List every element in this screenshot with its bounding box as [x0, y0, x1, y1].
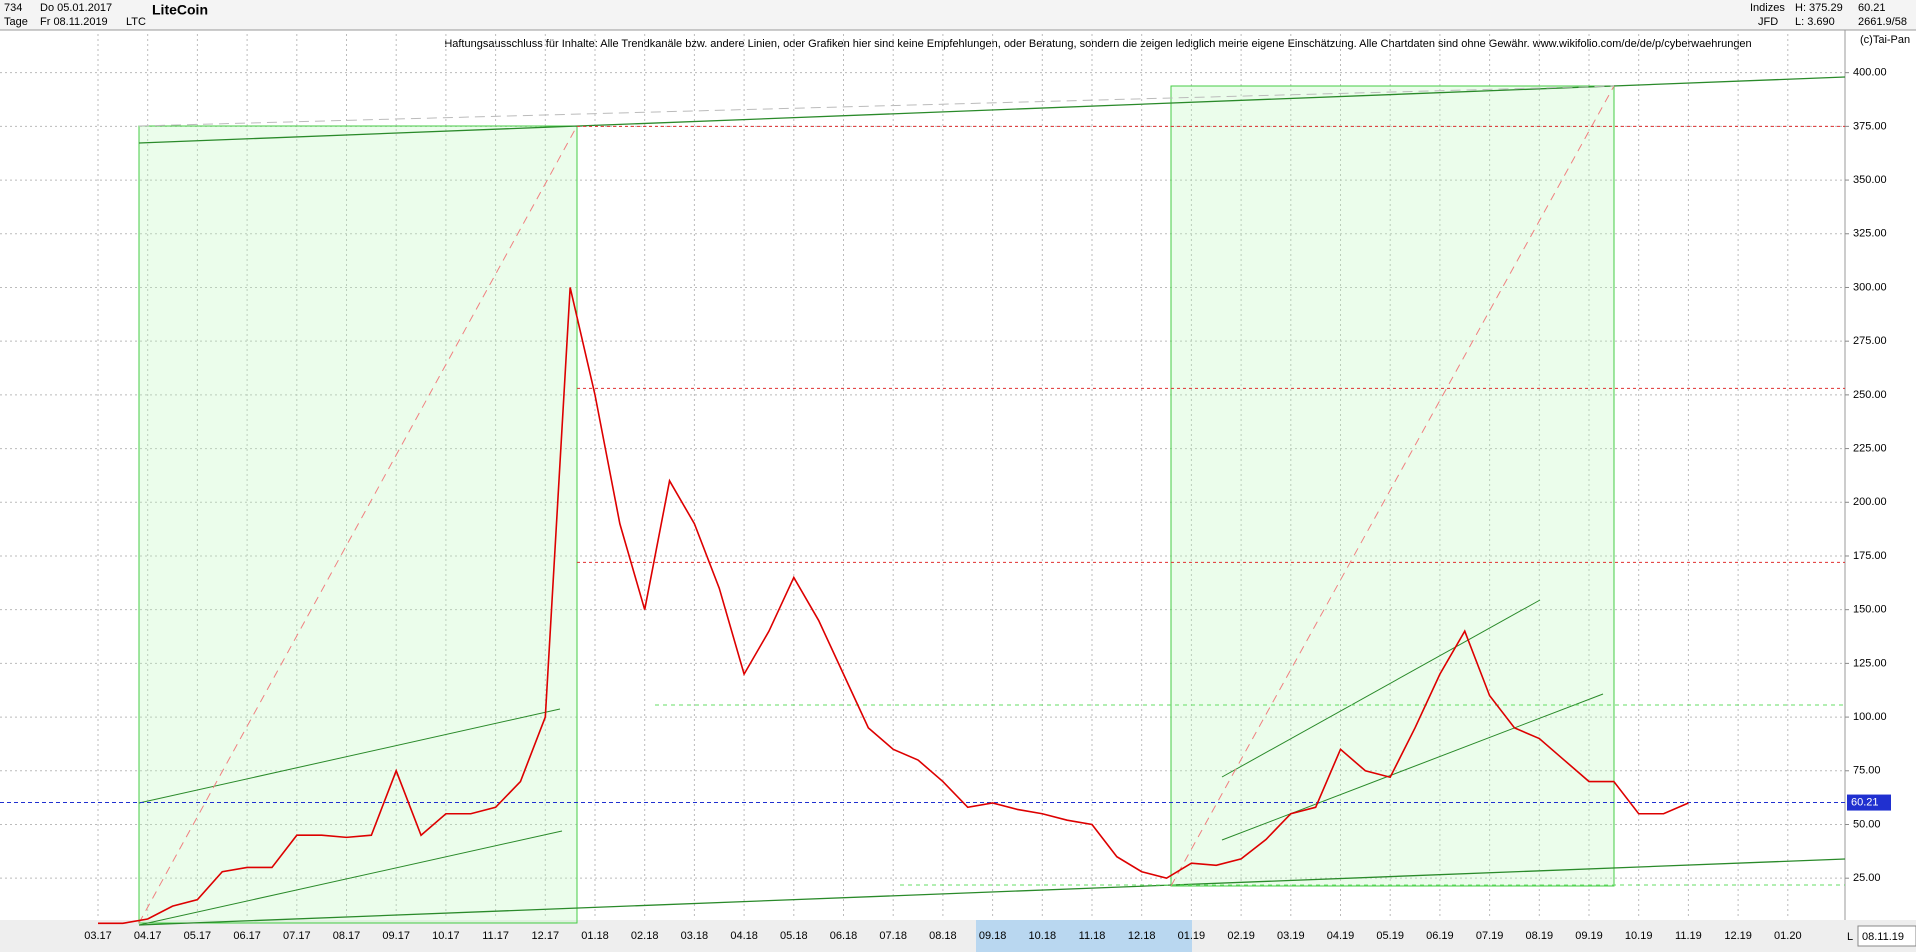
diagonal — [138, 85, 1615, 127]
y-tick-label: 325.00 — [1853, 228, 1887, 240]
x-tick-label: 04.18 — [730, 930, 758, 942]
disclaimer: Haftungsausschluss für Inhalte: Alle Tre… — [444, 38, 1751, 50]
x-tick-label: 12.18 — [1128, 930, 1156, 942]
header-bar — [0, 0, 1916, 30]
diagonal — [138, 125, 578, 924]
x-tick-label: 03.19 — [1277, 930, 1305, 942]
trend-line — [1221, 693, 1604, 841]
x-tick-label: 05.17 — [184, 930, 212, 942]
x-tick-label: 08.18 — [929, 930, 957, 942]
x-tick-label: 12.17 — [532, 930, 560, 942]
last-price-header: 60.21 — [1858, 2, 1886, 14]
x-tick-label: 01.18 — [581, 930, 609, 942]
trend-line — [138, 76, 1846, 144]
x-tick-label: 07.19 — [1476, 930, 1504, 942]
x-tick-label: 06.19 — [1426, 930, 1454, 942]
y-tick-label: 250.00 — [1853, 389, 1887, 401]
diagonal — [1170, 85, 1615, 887]
last-price-box — [1847, 794, 1891, 811]
x-tick-label: 01.20 — [1774, 930, 1802, 942]
date-box — [1857, 925, 1916, 947]
x-tick-label: 10.17 — [432, 930, 460, 942]
drawings — [138, 76, 1846, 926]
copyright: (c)Tai-Pan — [1860, 34, 1910, 46]
x-tick-label: 01.19 — [1178, 930, 1206, 942]
x-tick-label: 03.17 — [84, 930, 112, 942]
x-tick-label: 05.18 — [780, 930, 808, 942]
x-tick-label: 11.19 — [1675, 930, 1702, 942]
period[interactable]: Tage — [4, 16, 28, 28]
y-tick-label: 175.00 — [1853, 550, 1887, 562]
trend-line — [138, 830, 563, 926]
last-price-label: 60.21 — [1851, 796, 1879, 808]
x-tick-label: 04.19 — [1327, 930, 1355, 942]
x-tick-label: 06.18 — [830, 930, 858, 942]
x-tick-label: 07.18 — [879, 930, 907, 942]
y-tick-label: 350.00 — [1853, 174, 1887, 186]
y-tick-label: 225.00 — [1853, 442, 1887, 454]
x-tick-label: 11.17 — [482, 930, 509, 942]
date-box-label: 08.11.19 — [1862, 931, 1904, 943]
scale-mode[interactable]: L — [1847, 931, 1853, 943]
x-tick-label: 05.19 — [1376, 930, 1404, 942]
y-tick-label: 100.00 — [1853, 711, 1887, 723]
y-tick-label: 50.00 — [1853, 818, 1881, 830]
trend-line — [138, 858, 1846, 926]
stats: 2661.9/58 — [1858, 16, 1907, 28]
trend-line — [1221, 599, 1541, 778]
x-axis-highlight — [976, 920, 1192, 952]
y-tick-label: 75.00 — [1853, 765, 1881, 777]
x-tick-label: 08.17 — [333, 930, 361, 942]
high: H: 375.29 — [1795, 2, 1843, 14]
y-tick-label: 375.00 — [1853, 120, 1887, 132]
end-date[interactable]: Fr 08.11.2019 — [40, 16, 108, 28]
trend-line — [138, 708, 561, 804]
y-tick-label: 300.00 — [1853, 281, 1887, 293]
x-tick-label: 07.17 — [283, 930, 311, 942]
y-tick-label: 25.00 — [1853, 872, 1881, 884]
count[interactable]: 734 — [4, 2, 22, 14]
x-tick-label: 10.18 — [1029, 930, 1057, 942]
y-tick-label: 150.00 — [1853, 604, 1887, 616]
low: L: 3.690 — [1795, 16, 1835, 28]
x-tick-label: 08.19 — [1526, 930, 1554, 942]
x-tick-label: 04.17 — [134, 930, 162, 942]
y-tick-label: 125.00 — [1853, 657, 1887, 669]
x-tick-label: 02.18 — [631, 930, 659, 942]
x-tick-label: 02.19 — [1227, 930, 1255, 942]
x-tick-label: 03.18 — [681, 930, 709, 942]
x-tick-label: 09.19 — [1575, 930, 1603, 942]
chart-title: LiteCoin — [152, 2, 208, 18]
x-axis-strip — [0, 920, 1916, 952]
x-tick-label: 06.17 — [233, 930, 261, 942]
x-tick-label: 09.18 — [979, 930, 1007, 942]
broker: JFD — [1758, 16, 1778, 28]
price-line — [98, 287, 1689, 925]
x-tick-label: 12.19 — [1724, 930, 1752, 942]
x-tick-label: 11.18 — [1079, 930, 1106, 942]
start-date[interactable]: Do 05.01.2017 — [40, 2, 112, 14]
symbol: LTC — [126, 16, 146, 28]
y-tick-label: 400.00 — [1853, 67, 1887, 79]
x-tick-label: 10.19 — [1625, 930, 1653, 942]
x-tick-label: 09.17 — [382, 930, 410, 942]
y-tick-label: 275.00 — [1853, 335, 1887, 347]
source: Indizes — [1750, 2, 1785, 14]
y-tick-label: 200.00 — [1853, 496, 1887, 508]
